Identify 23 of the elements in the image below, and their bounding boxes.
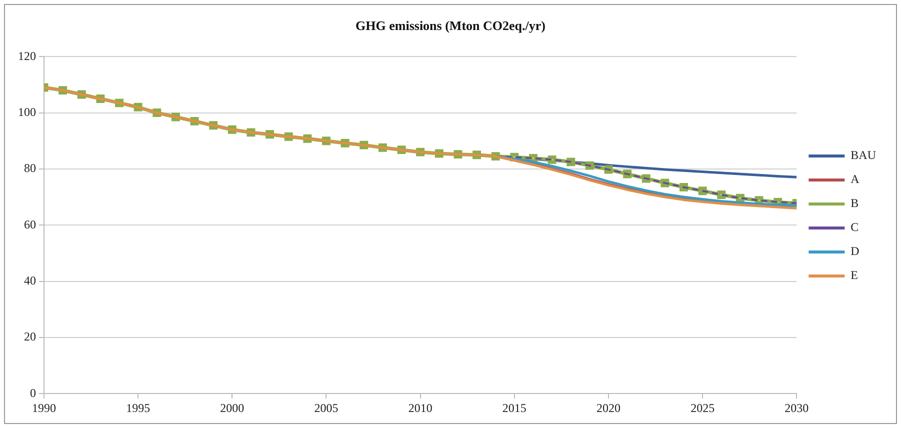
x-tick-label: 2025: [690, 400, 715, 415]
legend-label: BAU: [850, 148, 876, 162]
y-tick-label: 100: [18, 104, 36, 119]
chart-title: GHG emissions (Mton CO2eq./yr): [356, 18, 546, 34]
x-tick-label: 2030: [784, 400, 809, 415]
y-tick-label: 120: [18, 48, 36, 63]
y-tick-label: 40: [24, 273, 36, 288]
legend-label: D: [850, 244, 860, 258]
legend-label: A: [850, 172, 860, 186]
legend-label: E: [850, 268, 858, 282]
x-tick-label: 2010: [408, 400, 432, 415]
legend-label: C: [850, 220, 859, 234]
x-tick-label: 2005: [314, 400, 338, 415]
x-tick-label: 2000: [220, 400, 244, 415]
x-tick-label: 2020: [596, 400, 620, 415]
y-tick-label: 20: [24, 330, 36, 344]
y-tick-label: 0: [30, 386, 36, 400]
y-tick-label: 80: [24, 161, 36, 176]
y-tick-label: 60: [24, 217, 36, 232]
x-tick-label: 1995: [126, 400, 150, 415]
x-tick-label: 1990: [32, 400, 56, 415]
x-tick-label: 2015: [502, 400, 526, 415]
legend-label: B: [850, 196, 859, 210]
